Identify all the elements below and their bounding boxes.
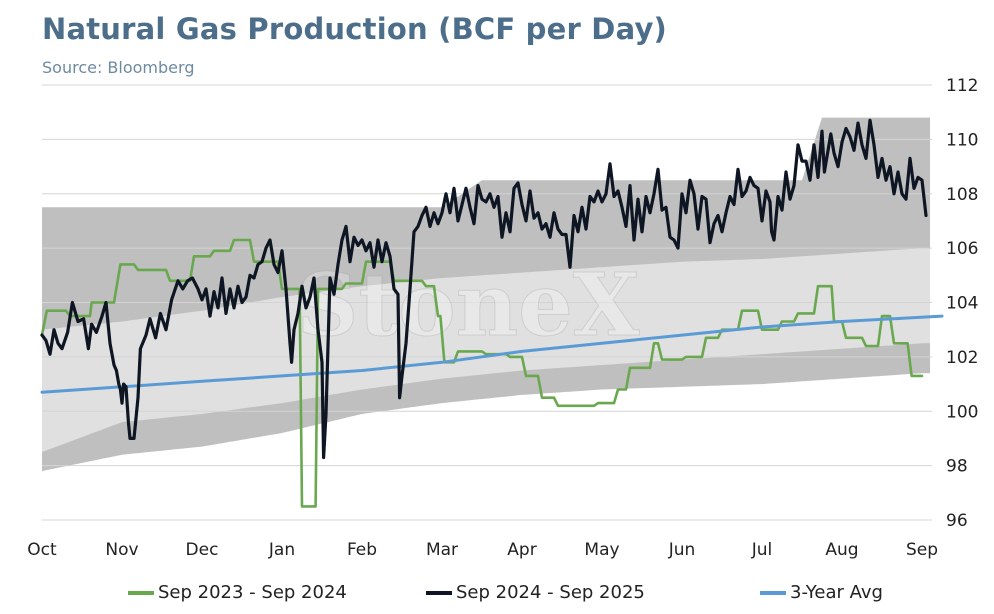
x-tick-label: Mar (426, 540, 458, 560)
legend-swatch (128, 590, 154, 595)
legend-swatch (760, 590, 786, 595)
chart-source: Source: Bloomberg (42, 58, 195, 77)
x-tick-label: Sep (906, 540, 938, 560)
legend-label: Sep 2024 - Sep 2025 (456, 582, 645, 603)
y-tick-label: 96 (946, 511, 968, 531)
y-tick-label: 104 (946, 294, 978, 314)
series-line-2 (40, 314, 944, 394)
x-tick-label: Jan (268, 540, 295, 560)
series-line-1 (40, 118, 928, 460)
legend-item: 3-Year Avg (760, 582, 883, 603)
x-tick-label: Apr (507, 540, 536, 560)
y-tick-label: 100 (946, 402, 978, 422)
legend-item: Sep 2024 - Sep 2025 (426, 582, 645, 603)
x-tick-label: Nov (105, 540, 138, 560)
y-tick-label: 108 (946, 185, 978, 205)
chart-title: Natural Gas Production (BCF per Day) (42, 12, 668, 46)
legend: Sep 2023 - Sep 2024 Sep 2024 - Sep 2025 3-… (0, 582, 994, 608)
x-tick-label: Aug (825, 540, 858, 560)
legend-swatch (426, 590, 452, 595)
x-tick-label: Jun (668, 540, 696, 560)
legend-label: Sep 2023 - Sep 2024 (158, 582, 347, 603)
legend-item: Sep 2023 - Sep 2024 (128, 582, 347, 603)
x-tick-label: Jul (751, 540, 773, 560)
y-tick-label: 112 (946, 76, 978, 96)
x-axis-ticks: Oct Nov Dec Jan Feb Mar Apr May Jun Jul Aug Sep (27, 540, 938, 560)
y-tick-label: 110 (946, 130, 978, 150)
stonex-watermark: StoneX (296, 255, 639, 356)
band-inner (42, 248, 930, 452)
y-tick-label: 106 (946, 239, 978, 259)
x-tick-label: Oct (27, 540, 57, 560)
y-tick-label: 102 (946, 348, 978, 368)
series-lines (40, 118, 944, 508)
legend-label: 3-Year Avg (790, 582, 883, 603)
y-axis-ticks: 96 98 100 102 104 106 108 110 112 (946, 76, 978, 531)
x-tick-label: Dec (186, 540, 219, 560)
y-tick-label: 98 (946, 457, 968, 477)
series-line-0 (40, 238, 924, 508)
x-tick-label: May (584, 540, 619, 560)
x-tick-label: Feb (347, 540, 377, 560)
